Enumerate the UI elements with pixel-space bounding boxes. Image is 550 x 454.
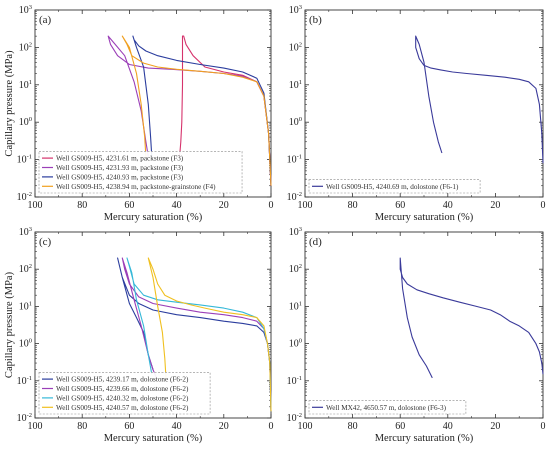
y-tick-label: 102 bbox=[19, 263, 32, 275]
x-axis-label: Mercury saturation (%) bbox=[104, 212, 203, 223]
legend-entry: Well GS009-H5, 4231.61 m, packstone (F3) bbox=[56, 155, 184, 163]
x-axis-label: Mercury saturation (%) bbox=[375, 212, 474, 223]
x-tick-label: 60 bbox=[124, 421, 134, 432]
y-tick-label: 102 bbox=[289, 41, 302, 53]
y-tick-label: 10-1 bbox=[17, 375, 32, 387]
plot-frame bbox=[304, 9, 544, 198]
x-tick-label: 40 bbox=[443, 421, 453, 432]
y-tick-label: 103 bbox=[19, 4, 32, 16]
x-tick-label: 0 bbox=[541, 421, 546, 432]
legend-entry: Well GS009-H5, 4239.66 m, dolostone (F6-… bbox=[56, 385, 189, 393]
x-tick-label: 80 bbox=[348, 421, 358, 432]
panel-label: (a) bbox=[39, 14, 52, 26]
x-tick-label: 80 bbox=[77, 200, 87, 211]
legend-entry: Well GS009-H5, 4240.32 m, dolostone (F6-… bbox=[56, 394, 189, 402]
x-tick-label: 80 bbox=[77, 421, 87, 432]
y-tick-label: 10-1 bbox=[17, 154, 32, 166]
y-tick-label: 100 bbox=[289, 338, 302, 350]
legend-entry: Well GS009-H5, 4240.57 m, dolostone (F6-… bbox=[56, 404, 189, 412]
x-tick-label: 20 bbox=[219, 421, 229, 432]
y-tick-label: 101 bbox=[289, 79, 302, 91]
panel-label: (c) bbox=[39, 236, 52, 248]
y-tick-label: 103 bbox=[289, 4, 302, 16]
legend: Well GS009-H5, 4239.17 m, dolostone (F6-… bbox=[38, 372, 211, 415]
legend: Well GS009-H5, 4240.69 m, dolostone (F6-… bbox=[308, 179, 481, 194]
legend-entry: Well GS009-H5, 4231.93 m, packstone (F3) bbox=[56, 164, 184, 172]
x-tick-label: 0 bbox=[269, 421, 274, 432]
panel-label: (d) bbox=[309, 236, 322, 248]
x-tick-label: 40 bbox=[172, 200, 182, 211]
x-tick-label: 40 bbox=[443, 200, 453, 211]
x-tick-label: 60 bbox=[395, 200, 405, 211]
x-tick-label: 100 bbox=[298, 200, 313, 211]
y-tick-label: 102 bbox=[19, 41, 32, 53]
y-tick-label: 101 bbox=[19, 79, 32, 91]
legend-entry: Well GS009-H5, 4240.93 m, packstone (F3) bbox=[56, 173, 184, 181]
legend-entry: Well GS009-H5, 4240.69 m, dolostone (F6-… bbox=[326, 183, 459, 191]
x-tick-label: 20 bbox=[490, 421, 500, 432]
plot-frame bbox=[304, 231, 544, 419]
y-tick-label: 100 bbox=[289, 116, 302, 128]
x-tick-label: 100 bbox=[298, 421, 313, 432]
y-axis-label: Capillary pressure (MPa) bbox=[4, 50, 15, 157]
x-axis-label: Mercury saturation (%) bbox=[375, 433, 474, 444]
y-axis-label: Capillary pressure (MPa) bbox=[4, 271, 15, 378]
y-tick-label: 10-1 bbox=[287, 154, 302, 166]
x-tick-label: 20 bbox=[219, 200, 229, 211]
x-tick-label: 40 bbox=[172, 421, 182, 432]
series-line-1 bbox=[415, 35, 544, 164]
x-tick-label: 100 bbox=[28, 200, 43, 211]
legend-entry: Well MX42, 4650.57 m, dolostone (F6-3) bbox=[326, 404, 447, 412]
series-line-3 bbox=[126, 257, 272, 412]
y-tick-label: 100 bbox=[19, 338, 32, 350]
x-tick-label: 0 bbox=[269, 200, 274, 211]
legend-box bbox=[308, 179, 481, 194]
x-axis-label: Mercury saturation (%) bbox=[104, 433, 203, 444]
y-tick-label: 100 bbox=[19, 116, 32, 128]
y-tick-label: 10-1 bbox=[287, 375, 302, 387]
x-tick-label: 100 bbox=[28, 421, 43, 432]
y-tick-label: 101 bbox=[289, 300, 302, 312]
series-line-3 bbox=[132, 35, 272, 186]
series-line-1 bbox=[399, 257, 544, 379]
series-line-4 bbox=[147, 257, 272, 412]
legend-box bbox=[38, 151, 243, 194]
x-tick-label: 20 bbox=[490, 200, 500, 211]
x-tick-label: 60 bbox=[395, 421, 405, 432]
x-tick-label: 80 bbox=[348, 200, 358, 211]
y-tick-label: 101 bbox=[19, 300, 32, 312]
legend-entry: Well GS009-H5, 4239.17 m, dolostone (F6-… bbox=[56, 376, 189, 384]
legend: Well GS009-H5, 4231.61 m, packstone (F3)… bbox=[38, 151, 243, 194]
series-line-4 bbox=[121, 35, 272, 186]
legend-box bbox=[38, 372, 211, 415]
legend: Well MX42, 4650.57 m, dolostone (F6-3) bbox=[308, 400, 467, 415]
y-tick-label: 103 bbox=[19, 226, 32, 238]
legend-box bbox=[308, 400, 467, 415]
x-tick-label: 0 bbox=[541, 200, 546, 211]
series-line-1 bbox=[117, 257, 272, 412]
y-tick-label: 102 bbox=[289, 263, 302, 275]
panel-label: (b) bbox=[309, 14, 322, 26]
legend-entry: Well GS009-H5, 4238.94 m, packstone-grai… bbox=[56, 183, 216, 191]
y-tick-label: 103 bbox=[289, 226, 302, 238]
x-tick-label: 60 bbox=[124, 200, 134, 211]
